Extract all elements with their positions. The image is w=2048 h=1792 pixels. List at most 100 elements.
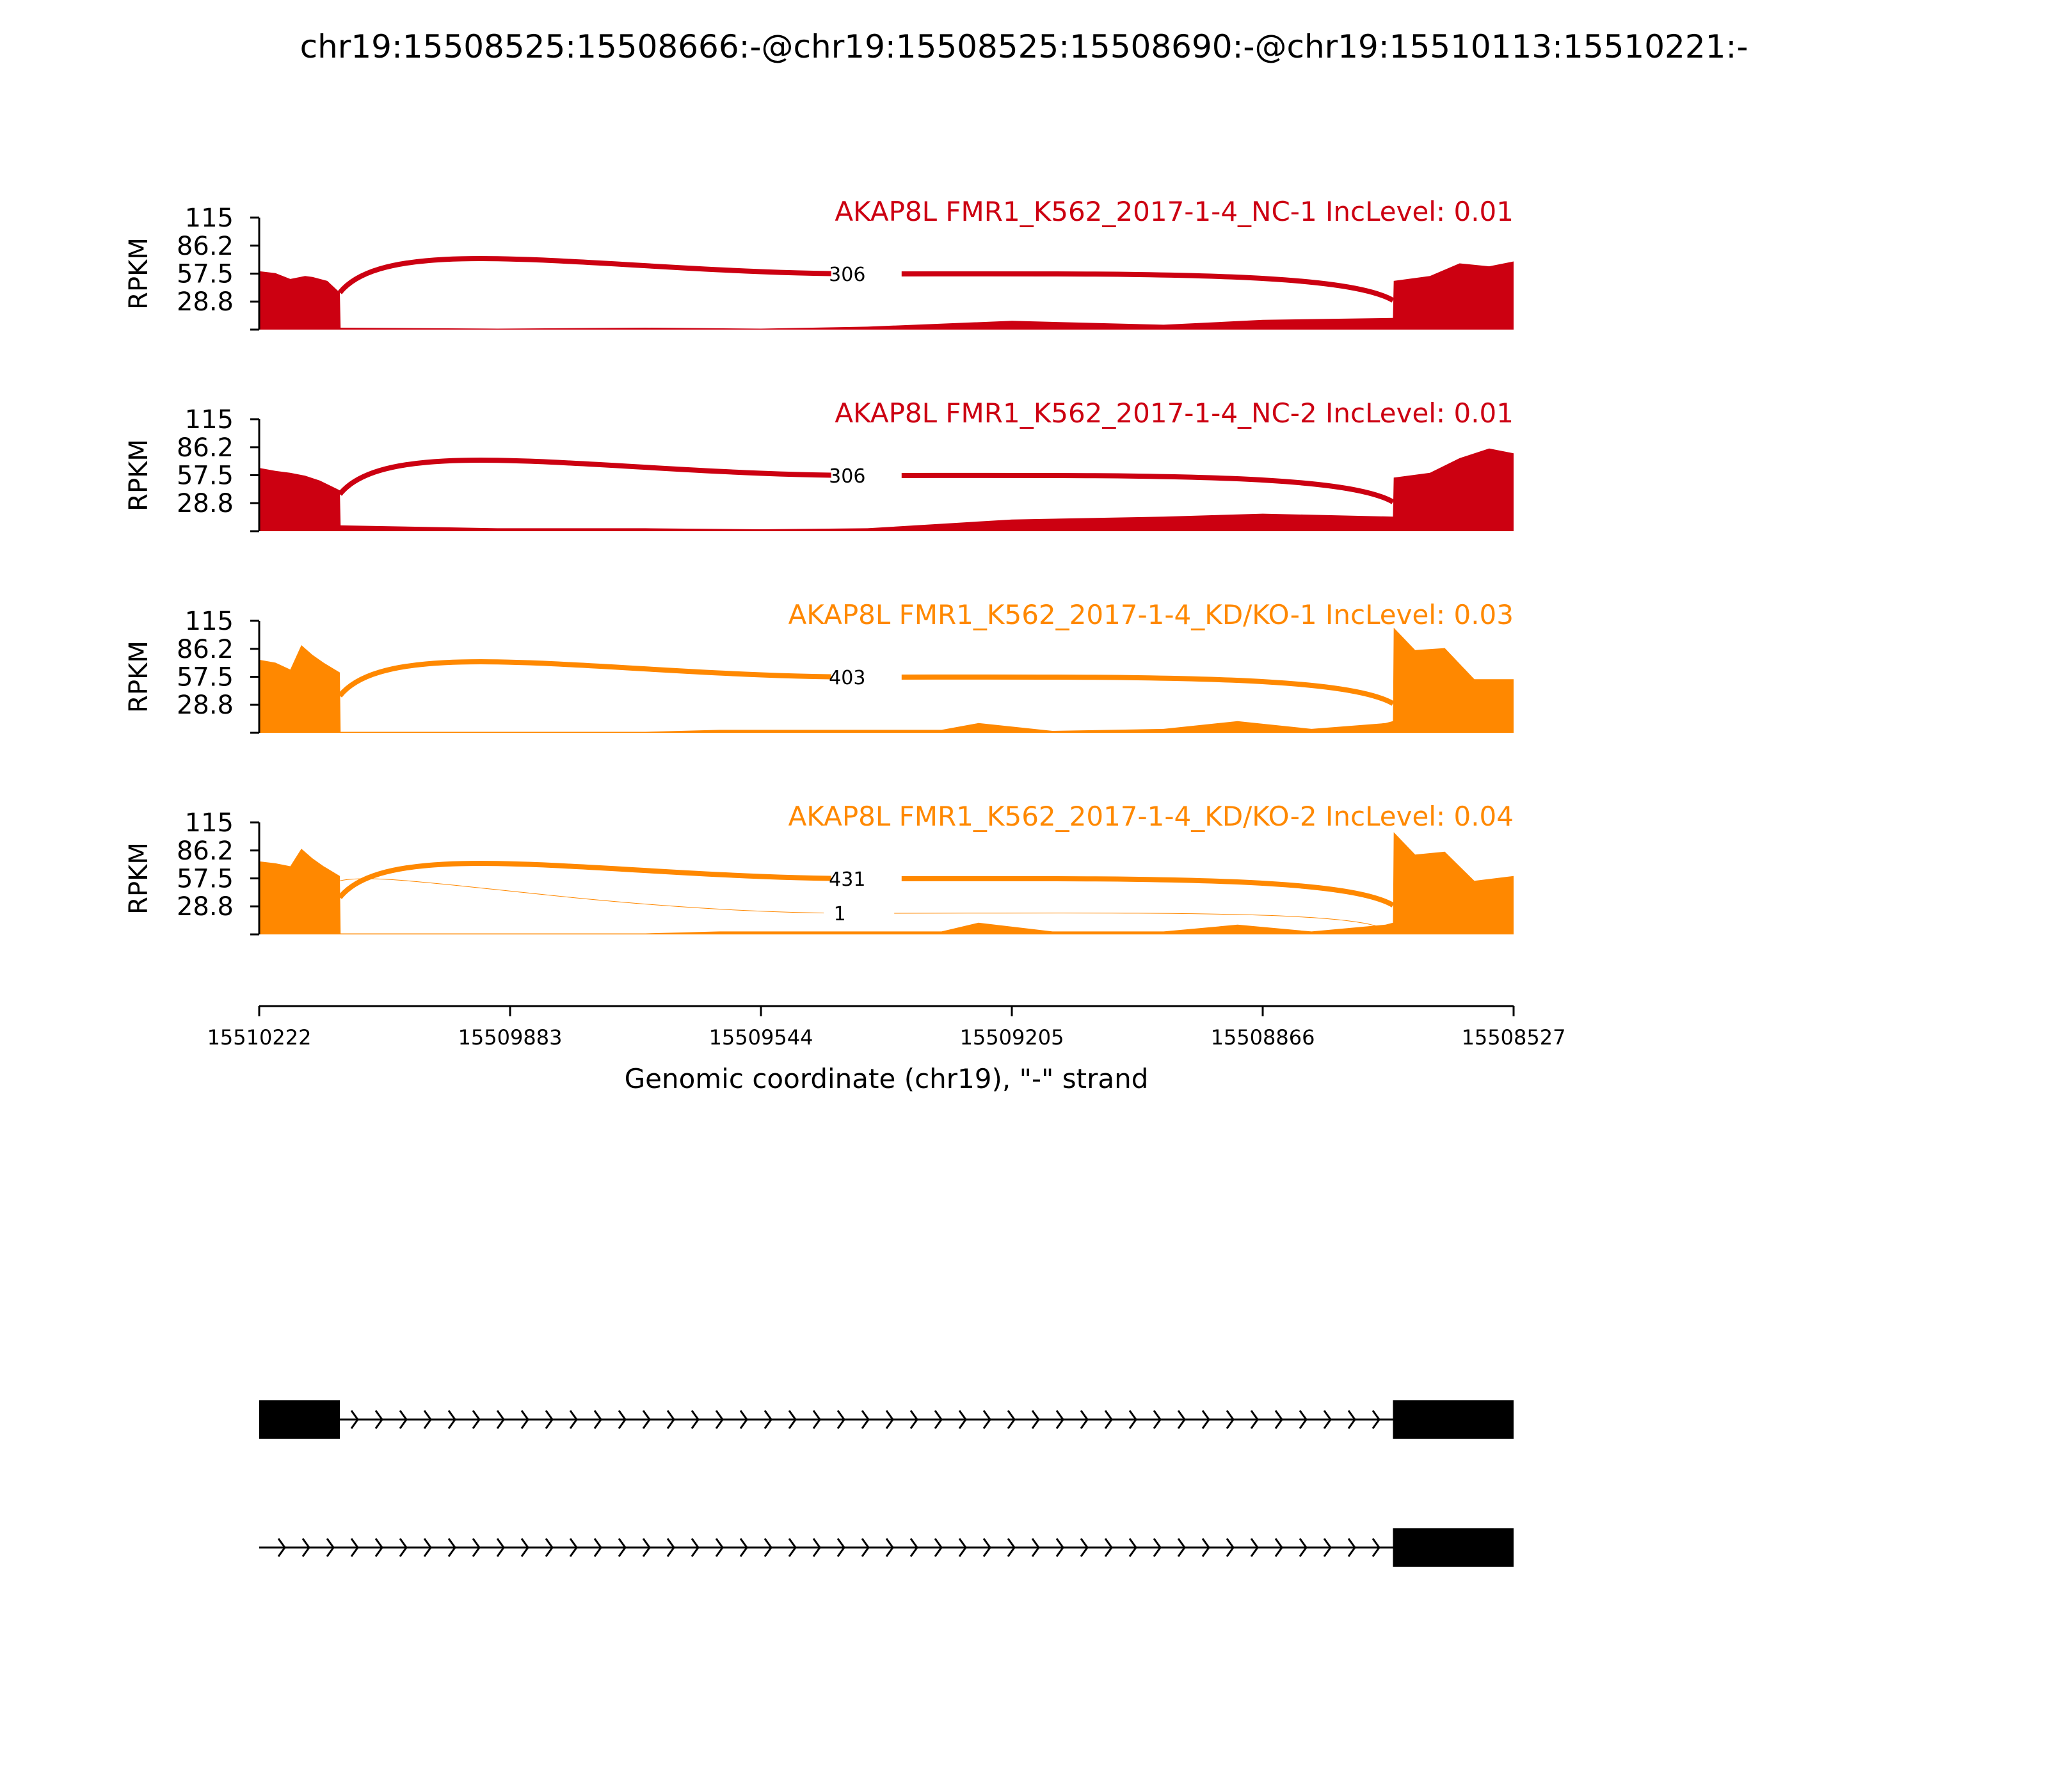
y-axis-label: RPKM (124, 237, 154, 310)
y-tick-label: 86.2 (177, 433, 234, 463)
strand-arrow (1031, 1410, 1040, 1429)
junction-count: 431 (829, 868, 865, 891)
coverage-area (259, 832, 1514, 934)
strand-arrow (1128, 1410, 1137, 1429)
strand-arrow (447, 1410, 456, 1429)
strand-arrow (885, 1538, 894, 1557)
strand-arrow (618, 1410, 627, 1429)
strand-arrow (691, 1410, 700, 1429)
strand-arrow (1104, 1538, 1113, 1557)
strand-arrow (1201, 1410, 1210, 1429)
strand-arrow (715, 1538, 724, 1557)
strand-arrow (836, 1410, 845, 1429)
strand-arrow (593, 1538, 602, 1557)
x-tick-label: 15510222 (207, 1025, 312, 1050)
y-axis-label: RPKM (124, 842, 154, 915)
track-label: AKAP8L FMR1_K562_2017-1-4_KD/KO-2 IncLev… (788, 801, 1514, 832)
strand-arrow (423, 1538, 432, 1557)
track-label: AKAP8L FMR1_K562_2017-1-4_KD/KO-1 IncLev… (788, 599, 1514, 630)
strand-arrow (618, 1538, 627, 1557)
track-panel: 431 1 AKAP8L FMR1_K562_2017-1-4_KD/KO-2 In… (124, 801, 1514, 936)
gene-model (259, 1528, 1514, 1567)
y-tick-label: 115 (185, 405, 234, 435)
strand-arrow (569, 1410, 578, 1429)
strand-arrow (569, 1538, 578, 1557)
y-tick-label: 86.2 (177, 836, 234, 866)
strand-arrow (861, 1410, 870, 1429)
strand-arrow (520, 1538, 529, 1557)
strand-arrow (1372, 1410, 1380, 1429)
strand-arrow (1153, 1410, 1162, 1429)
strand-arrow (423, 1410, 432, 1429)
x-tick-label: 15509883 (458, 1025, 563, 1050)
junction-count-bg (831, 264, 902, 284)
y-tick-label: 115 (185, 204, 234, 233)
y-tick-label: 86.2 (177, 635, 234, 664)
strand-arrow (642, 1410, 651, 1429)
strand-arrow (909, 1538, 918, 1557)
y-tick-label: 28.8 (177, 287, 234, 317)
strand-arrow (1007, 1410, 1016, 1429)
strand-arrow (1177, 1538, 1186, 1557)
gene-model (259, 1400, 1514, 1439)
coverage-area (259, 448, 1514, 531)
strand-arrow (885, 1410, 894, 1429)
strand-arrow (472, 1410, 481, 1429)
junction-count-bg (831, 465, 902, 486)
strand-arrow (666, 1410, 675, 1429)
x-axis: 15510222 15509883 15509544 15509205 15508866… (207, 1005, 1566, 1050)
strand-arrow (812, 1410, 821, 1429)
strand-arrow (1372, 1538, 1380, 1557)
strand-arrow (1347, 1410, 1356, 1429)
strand-arrow (374, 1410, 383, 1429)
strand-arrow (739, 1410, 748, 1429)
strand-arrow (788, 1410, 797, 1429)
strand-arrow (642, 1538, 651, 1557)
strand-arrow (520, 1410, 529, 1429)
strand-arrow (1007, 1538, 1016, 1557)
track-panel: 306 AKAP8L FMR1_K562_2017-1-4_NC-1 IncLev… (124, 196, 1514, 331)
strand-arrow (1226, 1410, 1235, 1429)
strand-arrow (1080, 1538, 1089, 1557)
chart-title: chr19:15508525:15508666:-@chr19:15508525… (300, 28, 1748, 65)
y-tick-label: 86.2 (177, 232, 234, 261)
strand-arrow (1274, 1410, 1283, 1429)
strand-arrow (958, 1538, 967, 1557)
x-axis-label: Genomic coordinate (chr19), "-" strand (625, 1063, 1149, 1094)
y-axis-label: RPKM (124, 439, 154, 511)
strand-arrow (861, 1538, 870, 1557)
strand-arrow (593, 1410, 602, 1429)
strand-arrow (1323, 1410, 1332, 1429)
strand-arrow (958, 1410, 967, 1429)
strand-arrow (836, 1538, 845, 1557)
strand-arrow (1055, 1538, 1064, 1557)
strand-arrow (1080, 1410, 1089, 1429)
strand-arrow (374, 1538, 383, 1557)
strand-arrow (1299, 1538, 1308, 1557)
strand-arrow (326, 1538, 335, 1557)
strand-arrow (301, 1538, 310, 1557)
strand-arrow (982, 1538, 991, 1557)
x-tick-label: 15508527 (1462, 1025, 1566, 1050)
strand-arrow (545, 1410, 554, 1429)
track-label: AKAP8L FMR1_K562_2017-1-4_NC-1 IncLevel:… (835, 196, 1514, 227)
strand-arrow (1201, 1538, 1210, 1557)
strand-arrow (277, 1538, 286, 1557)
junction-count-bg (831, 667, 902, 687)
strand-arrow (1055, 1410, 1064, 1429)
exon-block (1393, 1400, 1514, 1439)
track-panel: 403 AKAP8L FMR1_K562_2017-1-4_KD/KO-1 Inc… (124, 599, 1514, 734)
y-tick-label: 57.5 (177, 663, 234, 692)
exon-block (1393, 1528, 1514, 1567)
strand-arrow (1274, 1538, 1283, 1557)
y-tick-label: 57.5 (177, 461, 234, 491)
junction-count: 403 (829, 667, 865, 689)
strand-arrow (982, 1410, 991, 1429)
strand-arrow (1177, 1410, 1186, 1429)
strand-arrow (1104, 1410, 1113, 1429)
x-tick-label: 15509205 (960, 1025, 1064, 1050)
x-tick-label: 15509544 (709, 1025, 813, 1050)
strand-arrow (1299, 1410, 1308, 1429)
strand-arrow (1250, 1538, 1259, 1557)
junction-count: 306 (829, 465, 865, 488)
